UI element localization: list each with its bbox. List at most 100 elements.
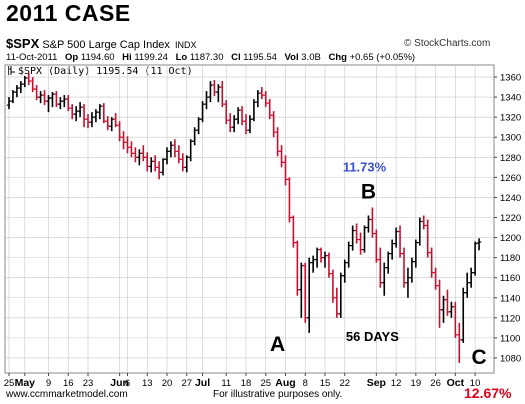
y-tick-label: 1100 [500,333,520,344]
ohlc-bar [149,157,154,173]
ohlc-bar [429,247,434,278]
y-tick-label: 1200 [500,233,521,244]
page-title: 2011 CASE [6,0,131,26]
x-tick-label: 27 [181,378,192,389]
ohlc-bar [30,77,35,93]
vol-label: Vol [284,52,299,63]
x-tick-label: 20 [162,378,173,389]
x-tick-label: 13 [142,378,153,389]
y-tick-label: 1120 [500,313,520,324]
lo-label: Lo [175,52,188,63]
ohlc-bar [342,259,347,283]
series-legend: $SPX (Daily) 1195.54 (11 Oct) [8,66,193,77]
ohlc-bar [50,92,55,108]
ohlc-bar [18,81,24,94]
ohlc-bar [382,262,387,296]
x-tick-label: 26 [430,378,441,389]
x-tick-label: 12 [391,378,402,389]
x-tick-label: Aug [275,377,295,389]
y-tick-label: 1140 [500,293,520,304]
ohlc-bar [89,112,95,128]
ohlc-bar [176,145,182,164]
ohlc-bar [295,240,300,296]
ohlc-bar [93,109,99,123]
y-tick-label: 1260 [500,173,521,184]
ohlc-bar [105,116,110,131]
x-tick-label: May [15,377,36,389]
ohlc-bar [141,145,146,162]
ohlc-bar [417,217,422,246]
ohlc-bar [14,85,20,98]
ohlc-bar [310,255,316,273]
op-value: 1194.60 [80,52,115,63]
decline-percent: 12.67% [464,385,512,401]
vol-value: 3.0B [301,52,321,63]
ohlc-bar [409,257,415,283]
ohlc-bar [358,232,363,255]
x-tick-label: Oct [447,377,465,389]
quote-date: 11-Oct-2011 [6,52,58,63]
ohlc-bar [101,103,106,124]
annotation-label: C [471,346,486,369]
ohlc-bar [121,131,126,150]
index-description: S&P 500 Large Cap Index [42,39,170,51]
y-tick-label: 1300 [500,133,521,144]
symbol-label: $SPX [6,36,40,51]
y-tick-label: 1340 [500,93,521,104]
x-tick-label: Jul [195,377,210,389]
ohlc-bar [397,225,403,258]
ohlc-bar [180,153,185,172]
ohlc-bar [291,215,296,248]
ohlc-bar [168,141,174,158]
x-tick-label: 8 [303,378,308,389]
ohlc-bar [362,225,367,253]
ohlc-bar [354,223,359,244]
ohlc-bar [326,252,332,278]
ohlc-bar [441,295,446,323]
ohlc-bar [228,113,233,133]
ohlc-bar [307,257,312,333]
plot-area [4,64,495,374]
disclaimer: For illustrative purposes only. [213,389,343,400]
ohlc-bar [433,267,438,290]
ohlc-bar [192,127,197,146]
ohlc-bar [208,81,213,103]
ohlc-bar [81,104,87,128]
x-tick-label: 25 [260,378,271,389]
ohlc-bar [322,251,328,268]
x-tick-label: 15 [320,378,331,389]
stockcharts-brand: © StockCharts.com [404,38,491,49]
ohlc-bar [188,139,193,162]
ohlc-bar [378,247,383,288]
y-tick-label: 1360 [500,73,521,84]
ohlc-bar [425,219,430,258]
ohlc-bar [184,155,189,173]
ohlc-bar [26,73,31,86]
op-label: Op [65,52,79,63]
annotation-label: 56 DAYS [346,329,399,344]
chart-header-symbol-row: $SPX S&P 500 Large Cap Index INDX [6,36,197,51]
cl-value: 1195.54 [243,52,277,63]
ohlc-bar [164,147,170,165]
ohlc-bar [318,247,324,263]
ohlc-bar [334,287,340,318]
ohlc-bar [275,127,280,157]
ohlc-bar [34,85,39,101]
x-tick-label: 9 [46,378,51,389]
x-tick-label: 23 [83,378,94,389]
ohlc-bar [200,101,205,123]
ohlc-bar [133,147,138,163]
ohlc-bar [251,99,257,122]
y-tick-label: 1080 [500,353,521,364]
ohlc-bar [299,262,304,318]
x-tick-label: Jun [110,377,129,389]
exchange-label: INDX [175,40,197,50]
ohlc-bar [172,139,178,158]
ohlc-bar [224,100,229,125]
ohlc-bar [66,95,71,112]
ohlc-bar [465,272,470,298]
ohlc-bar [449,301,454,318]
ohlc-bar [113,113,118,128]
ohlc-bar [125,136,130,154]
